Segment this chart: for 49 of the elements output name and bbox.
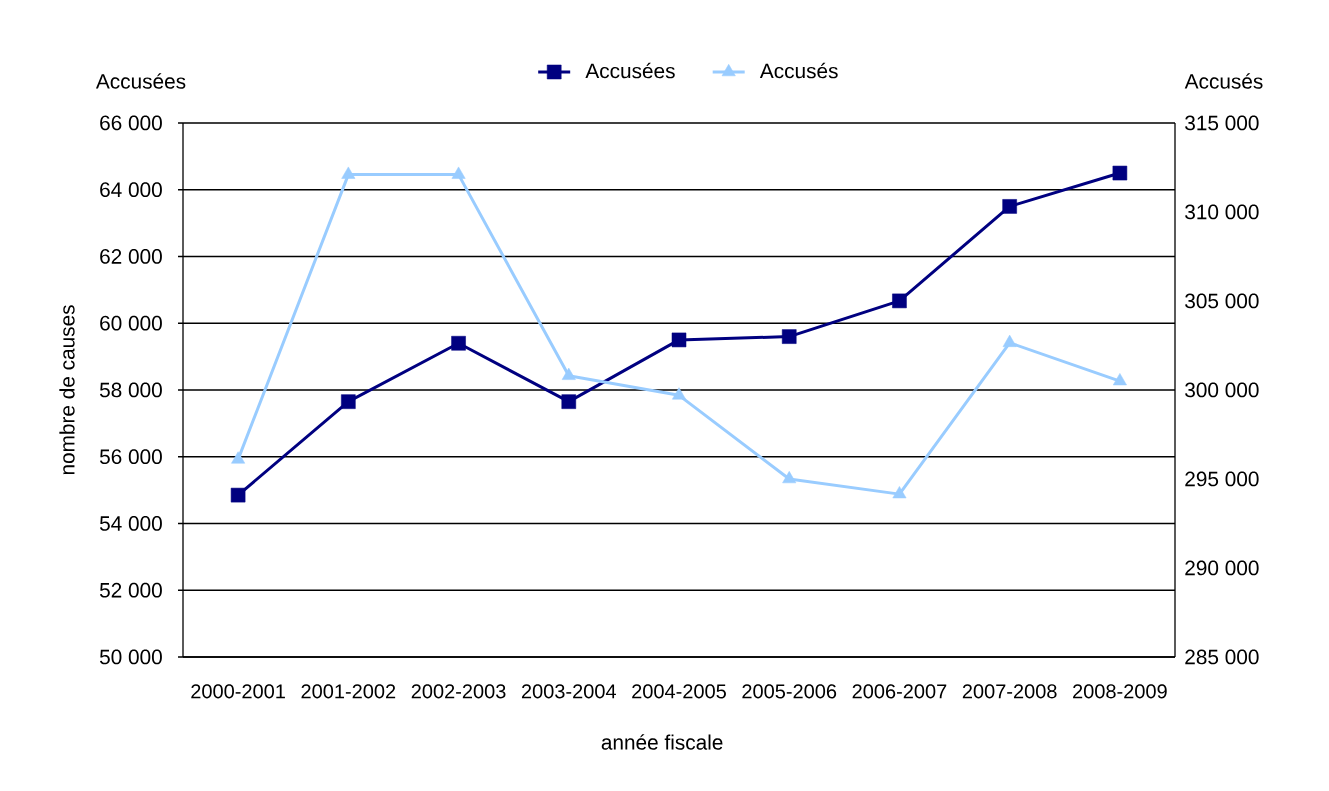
x-tick-label: 2003-2004 bbox=[521, 684, 616, 699]
point bbox=[341, 394, 356, 409]
x-tick-label: 2007-2008 bbox=[962, 684, 1057, 699]
point bbox=[782, 471, 797, 484]
x-tick-label: 2004-2005 bbox=[632, 684, 726, 699]
point bbox=[671, 332, 687, 348]
point bbox=[230, 487, 246, 503]
point bbox=[892, 486, 907, 499]
point bbox=[672, 387, 686, 400]
x-tick-label: 2005-2006 bbox=[742, 684, 837, 699]
y-tick-label: 58 000 bbox=[99, 382, 162, 398]
x-tick-label: 2001-2002 bbox=[301, 684, 396, 699]
y2-tick-label: 295 000 bbox=[1185, 471, 1259, 487]
point bbox=[892, 293, 907, 309]
point bbox=[341, 166, 356, 179]
y-tick-label: 60 000 bbox=[100, 315, 162, 331]
point bbox=[451, 166, 466, 179]
y-tick-label: 62 000 bbox=[100, 249, 162, 264]
y2-tick-label: 305 000 bbox=[1185, 293, 1259, 309]
y-tick-label: 52 000 bbox=[99, 582, 162, 598]
point bbox=[561, 367, 576, 380]
y2-axis-title: Accusés bbox=[1184, 73, 1263, 89]
y-tick-label: 64 000 bbox=[100, 182, 162, 198]
point bbox=[1112, 165, 1128, 181]
y-tick-label: 66 000 bbox=[100, 115, 162, 131]
point bbox=[1002, 199, 1017, 214]
point bbox=[1002, 334, 1017, 347]
x-tick-label: 2000-2001 bbox=[191, 684, 285, 699]
y2-tick-label: 315 000 bbox=[1185, 115, 1259, 131]
y-tick-label: 50 000 bbox=[99, 649, 162, 665]
y2-tick-label: 310 000 bbox=[1185, 204, 1259, 220]
point bbox=[231, 451, 246, 464]
point bbox=[781, 329, 797, 344]
y2-tick-label: 300 000 bbox=[1185, 382, 1259, 398]
y-tick-label: 56 000 bbox=[99, 449, 162, 465]
x-tick-label: 2006-2007 bbox=[852, 684, 947, 699]
y2-tick-label: 285 000 bbox=[1185, 649, 1259, 665]
x-tick-label: 2002-2003 bbox=[411, 684, 506, 699]
point bbox=[561, 394, 577, 409]
y-tick-label: 54 000 bbox=[99, 516, 162, 531]
y2-tick-label: 290 000 bbox=[1185, 560, 1259, 576]
point bbox=[1112, 373, 1127, 386]
x-axis-title: année fiscale bbox=[601, 734, 723, 750]
point bbox=[451, 335, 466, 351]
legend-label: Accusées bbox=[585, 62, 675, 79]
y-axis-title: nombre de causes bbox=[59, 305, 75, 475]
x-tick-label: 2008-2009 bbox=[1073, 684, 1167, 699]
legend-label: Accusés bbox=[759, 62, 838, 79]
text: Accusées bbox=[95, 73, 186, 89]
